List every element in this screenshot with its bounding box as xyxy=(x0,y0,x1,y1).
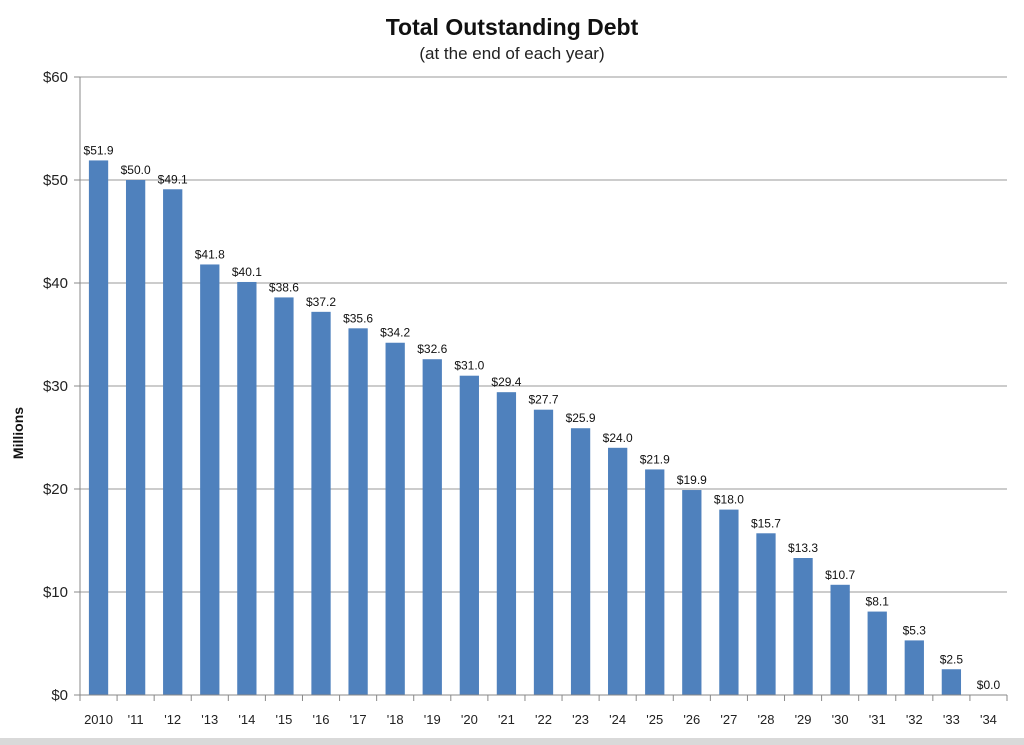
x-tick-label: '14 xyxy=(238,712,255,727)
bar xyxy=(867,611,887,695)
bar xyxy=(496,392,517,695)
x-tick-label: '22 xyxy=(535,712,552,727)
data-label: $27.7 xyxy=(528,393,558,407)
y-axis-ticks: $0 $10 $20 $30 $40 $50 $60 xyxy=(43,69,80,704)
x-tick-label: '28 xyxy=(758,712,775,727)
data-label: $29.4 xyxy=(491,375,521,389)
bar xyxy=(163,189,183,695)
data-label: $2.5 xyxy=(940,652,964,666)
data-label: $0.0 xyxy=(977,678,1001,692)
x-axis-ticks: 2010 '11 '12 '13 '14 '15 '16 '17 '18 '19 '20 '21 '22… xyxy=(84,712,997,727)
bar xyxy=(645,469,665,695)
data-label: $21.9 xyxy=(640,452,670,466)
x-tick-label: '33 xyxy=(943,712,960,727)
bar xyxy=(570,428,591,695)
data-label: $15.7 xyxy=(751,516,781,530)
data-label: $41.8 xyxy=(195,247,225,261)
x-tick-label: '18 xyxy=(387,712,404,727)
data-label: $34.2 xyxy=(380,326,410,340)
x-tick-label: '17 xyxy=(350,712,367,727)
bottom-strip xyxy=(0,738,1024,745)
y-tick-label: $20 xyxy=(43,481,68,498)
data-label: $50.0 xyxy=(121,163,151,177)
bar xyxy=(941,669,962,695)
bars xyxy=(88,160,962,695)
axes xyxy=(79,77,1008,701)
data-label: $37.2 xyxy=(306,295,336,309)
x-tick-label: '19 xyxy=(424,712,441,727)
x-tick-label: '32 xyxy=(906,712,923,727)
x-tick-label: '20 xyxy=(461,712,478,727)
data-label: $18.0 xyxy=(714,493,744,507)
x-tick-label: '13 xyxy=(201,712,218,727)
bar xyxy=(422,359,442,695)
x-tick-label: '24 xyxy=(609,712,626,727)
x-tick-label: '21 xyxy=(498,712,515,727)
x-tick-label: 2010 xyxy=(84,712,113,727)
data-label: $40.1 xyxy=(232,265,262,279)
x-tick-label: '31 xyxy=(869,712,886,727)
bar xyxy=(793,558,813,695)
data-label: $35.6 xyxy=(343,311,373,325)
bar xyxy=(311,311,331,695)
x-tick-label: '27 xyxy=(720,712,737,727)
bar xyxy=(682,490,702,695)
x-tick-label: '26 xyxy=(683,712,700,727)
bar xyxy=(756,533,776,695)
bar xyxy=(459,375,479,695)
data-label: $32.6 xyxy=(417,342,447,356)
bar xyxy=(348,328,368,695)
data-label: $51.9 xyxy=(84,143,114,157)
x-tick-label: '16 xyxy=(313,712,330,727)
bar xyxy=(533,409,554,695)
bar xyxy=(719,509,739,695)
x-tick-label: '12 xyxy=(164,712,181,727)
y-tick-label: $40 xyxy=(43,275,68,292)
bar xyxy=(274,297,294,695)
x-tick-label: '34 xyxy=(980,712,997,727)
data-label: $19.9 xyxy=(677,473,707,487)
data-label: $31.0 xyxy=(454,359,484,373)
bar xyxy=(237,281,257,695)
data-label: $5.3 xyxy=(903,623,927,637)
data-label: $10.7 xyxy=(825,568,855,582)
data-label: $13.3 xyxy=(788,541,818,555)
y-tick-label: $60 xyxy=(43,69,68,86)
x-tick-label: '30 xyxy=(832,712,849,727)
bar xyxy=(904,640,924,695)
data-label: $8.1 xyxy=(866,595,890,609)
x-tick-label: '15 xyxy=(275,712,292,727)
data-label: $49.1 xyxy=(158,172,188,186)
bar xyxy=(88,160,109,695)
y-tick-label: $0 xyxy=(51,687,68,704)
bar xyxy=(385,342,405,695)
data-label: $24.0 xyxy=(603,431,633,445)
data-label: $25.9 xyxy=(566,411,596,425)
x-tick-label: '29 xyxy=(795,712,812,727)
y-tick-label: $50 xyxy=(43,172,68,189)
y-tick-label: $30 xyxy=(43,378,68,395)
chart-title: Total Outstanding Debt xyxy=(385,14,639,40)
bar xyxy=(200,264,220,695)
bar xyxy=(830,584,850,695)
data-label: $38.6 xyxy=(269,280,299,294)
y-tick-label: $10 xyxy=(43,584,68,601)
chart-subtitle: (at the end of each year) xyxy=(419,44,605,63)
x-tick-label: '11 xyxy=(128,712,144,727)
data-labels: $51.9 $50.0 $49.1 $41.8 $40.1 $38.6 $37.2 $35.6… xyxy=(84,143,1001,692)
bar xyxy=(608,447,628,695)
x-tick-label: '25 xyxy=(646,712,663,727)
bar xyxy=(125,180,146,695)
x-tick-label: '23 xyxy=(572,712,589,727)
